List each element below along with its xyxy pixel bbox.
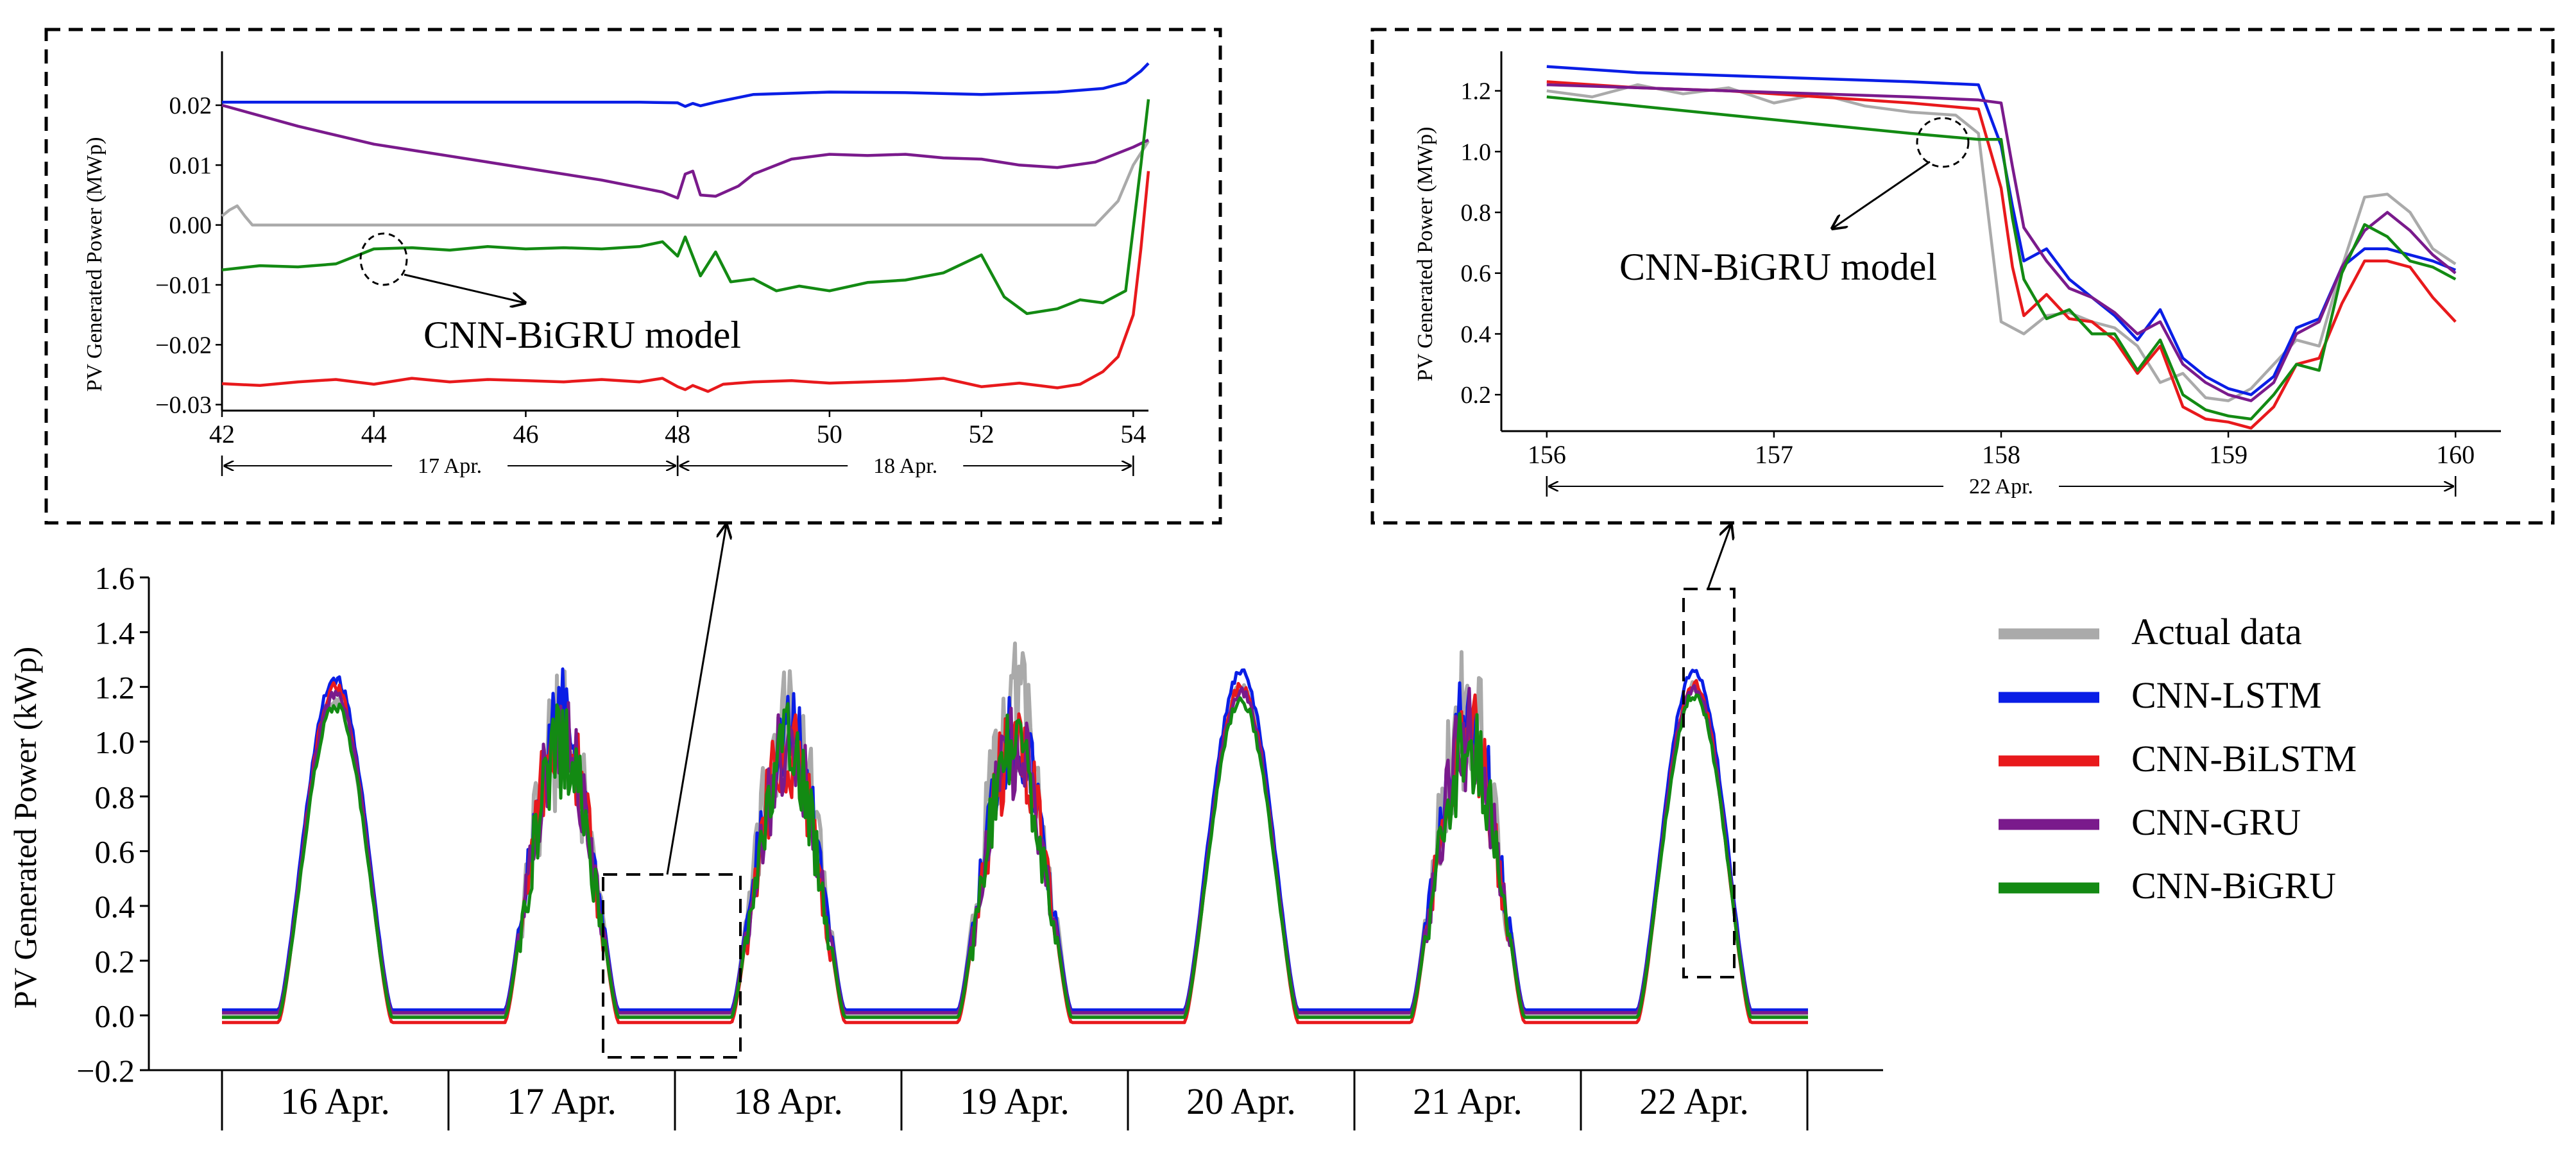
main-xcat-label: 16 Apr. <box>280 1080 390 1122</box>
main-xcat-label: 19 Apr. <box>960 1080 1070 1122</box>
inset-right-xtick-label: 156 <box>1528 440 1566 469</box>
inset-left-xtick-label: 46 <box>513 420 538 448</box>
inset-right-date-spans: 22 Apr. <box>1546 475 2457 499</box>
inset-left-y-axis-label: PV Generated Power (MWp) <box>83 137 107 392</box>
inset-left-series-lines <box>221 62 1150 393</box>
inset-right-ytick-label: 0.4 <box>1461 321 1492 348</box>
inset-right-series-cnn-bigru <box>1546 95 2457 421</box>
inset-right-xtick-label: 160 <box>2436 440 2475 469</box>
inset-left-series-actual-data <box>221 140 1150 226</box>
main-chart: −0.20.00.20.40.60.81.01.21.41.6 16 Apr. 1… <box>7 525 2357 1130</box>
legend: Actual data CNN-LSTM CNN-BiLSTM CNN-GRU … <box>1999 611 2357 907</box>
inset-right-series-actual-data <box>1546 83 2457 402</box>
inset-left-ytick-label: −0.02 <box>155 332 212 359</box>
inset-right-xtick-label: 159 <box>2209 440 2248 469</box>
inset-left-xtick-label: 48 <box>665 420 690 448</box>
inset-left-series-cnn-bigru <box>221 99 1150 316</box>
main-xcat-label: 20 Apr. <box>1186 1080 1296 1122</box>
inset-left-highlight-circle <box>359 232 408 286</box>
focus-box-right <box>1682 588 1736 978</box>
focus-box-left <box>602 873 742 1059</box>
main-ytick-label: 0.6 <box>95 834 135 870</box>
main-y-axis-label: PV Generated Power (kWp) <box>7 647 43 1009</box>
inset-left-xtick-label: 54 <box>1120 420 1146 448</box>
main-xcat-label: 18 Apr. <box>733 1080 843 1122</box>
inset-left: −0.03 −0.02 −0.01 0.00 0.01 0.02 42 44 46 48 50 52 5… <box>44 28 1222 525</box>
inset-left-ytick-label: 0.00 <box>169 212 212 239</box>
inset-right-annotation-arrow <box>1832 160 1931 228</box>
legend-label-cnn-bigru: CNN-BiGRU <box>2131 865 2336 907</box>
inset-right-y-axis-label: PV Generated Power (MWp) <box>1413 127 1437 382</box>
inset-right-ytick-label: 1.0 <box>1461 139 1492 166</box>
legend-label-cnn-gru: CNN-GRU <box>2131 801 2301 843</box>
inset-left-ytick-label: −0.03 <box>155 392 212 419</box>
main-xaxis: 16 Apr. 17 Apr. 18 Apr. 19 Apr. 20 Apr. 21 Ap… <box>221 1070 1809 1130</box>
inset-right-annotation: CNN-BiGRU model <box>1619 246 1937 288</box>
main-ytick-label: 1.6 <box>95 560 135 596</box>
inset-left-series-cnn-lstm <box>222 62 1150 108</box>
inset-left-annotation-arrow <box>404 273 525 303</box>
main-ytick-label: 0.8 <box>95 779 135 815</box>
main-xcat-label: 21 Apr. <box>1413 1080 1523 1122</box>
inset-right-xtick-label: 157 <box>1755 440 1793 469</box>
inset-left-axes: −0.03 −0.02 −0.01 0.00 0.01 0.02 42 44 46 48 50 52 5… <box>155 51 1148 448</box>
inset-right-ytick-label: 0.2 <box>1461 382 1492 409</box>
main-series-cnn-gru <box>222 684 1808 1014</box>
main-series-cnn-bilstm <box>222 679 1808 1025</box>
inset-right: 0.2 0.4 0.6 0.8 1.0 1.2 156 157 158 159 160 PV Gen… <box>1370 28 2555 525</box>
inset-left-date-label: 18 Apr. <box>873 454 937 478</box>
inset-left-ytick-label: −0.01 <box>155 272 212 299</box>
legend-label-cnn-lstm: CNN-LSTM <box>2131 674 2321 716</box>
main-series-lines <box>222 641 1808 1025</box>
inset-left-series-cnn-gru <box>221 103 1149 200</box>
inset-right-series-cnn-lstm <box>1546 65 2457 396</box>
zoom-arrow-left <box>666 525 726 875</box>
main-xcat-label: 22 Apr. <box>1639 1080 1749 1122</box>
inset-left-xtick-label: 50 <box>817 420 842 448</box>
inset-left-date-label: 17 Apr. <box>418 454 482 478</box>
main-ytick-label: 1.2 <box>95 670 135 706</box>
inset-right-series-cnn-bilstm <box>1546 80 2457 430</box>
legend-label-actual: Actual data <box>2131 611 2302 652</box>
main-xcat-label: 17 Apr. <box>507 1080 617 1122</box>
inset-right-ytick-label: 1.2 <box>1461 78 1492 105</box>
inset-left-ytick-label: 0.01 <box>169 152 212 179</box>
inset-left-xtick-label: 52 <box>969 420 994 448</box>
main-ytick-label: 1.0 <box>95 724 135 760</box>
main-ytick-label: 0.4 <box>95 889 135 925</box>
inset-right-ytick-label: 0.8 <box>1461 200 1492 226</box>
inset-right-highlight-circle <box>1916 117 1970 168</box>
main-series-actual-data <box>222 641 1808 1018</box>
inset-left-annotation: CNN-BiGRU model <box>423 314 741 356</box>
inset-left-ytick-label: 0.02 <box>169 92 212 119</box>
main-series-cnn-bigru <box>222 693 1808 1019</box>
zoom-arrow-right <box>1707 525 1731 590</box>
main-ytick-label: −0.2 <box>76 1053 135 1089</box>
inset-left-date-spans: 17 Apr. 18 Apr. <box>221 454 1134 478</box>
inset-right-axes: 0.2 0.4 0.6 0.8 1.0 1.2 156 157 158 159 160 <box>1461 51 2501 469</box>
legend-label-cnn-bilstm: CNN-BiLSTM <box>2131 738 2357 780</box>
inset-right-series-lines <box>1546 65 2457 430</box>
inset-right-date-label: 22 Apr. <box>1969 475 2033 499</box>
inset-left-xtick-label: 44 <box>361 420 387 448</box>
main-ytick-label: 0.2 <box>95 943 135 979</box>
main-ytick-label: 0.0 <box>95 998 135 1034</box>
inset-right-xtick-label: 158 <box>1982 440 2020 469</box>
inset-left-xtick-label: 42 <box>209 420 235 448</box>
main-yaxis: −0.2 0.0 0.2 0.4 0.6 0.8 1.0 1.2 1.4 1.6 <box>76 560 149 1089</box>
inset-left-series-cnn-bilstm <box>221 171 1150 393</box>
inset-right-ytick-label: 0.6 <box>1461 260 1492 287</box>
main-ytick-label: 1.4 <box>95 615 135 651</box>
